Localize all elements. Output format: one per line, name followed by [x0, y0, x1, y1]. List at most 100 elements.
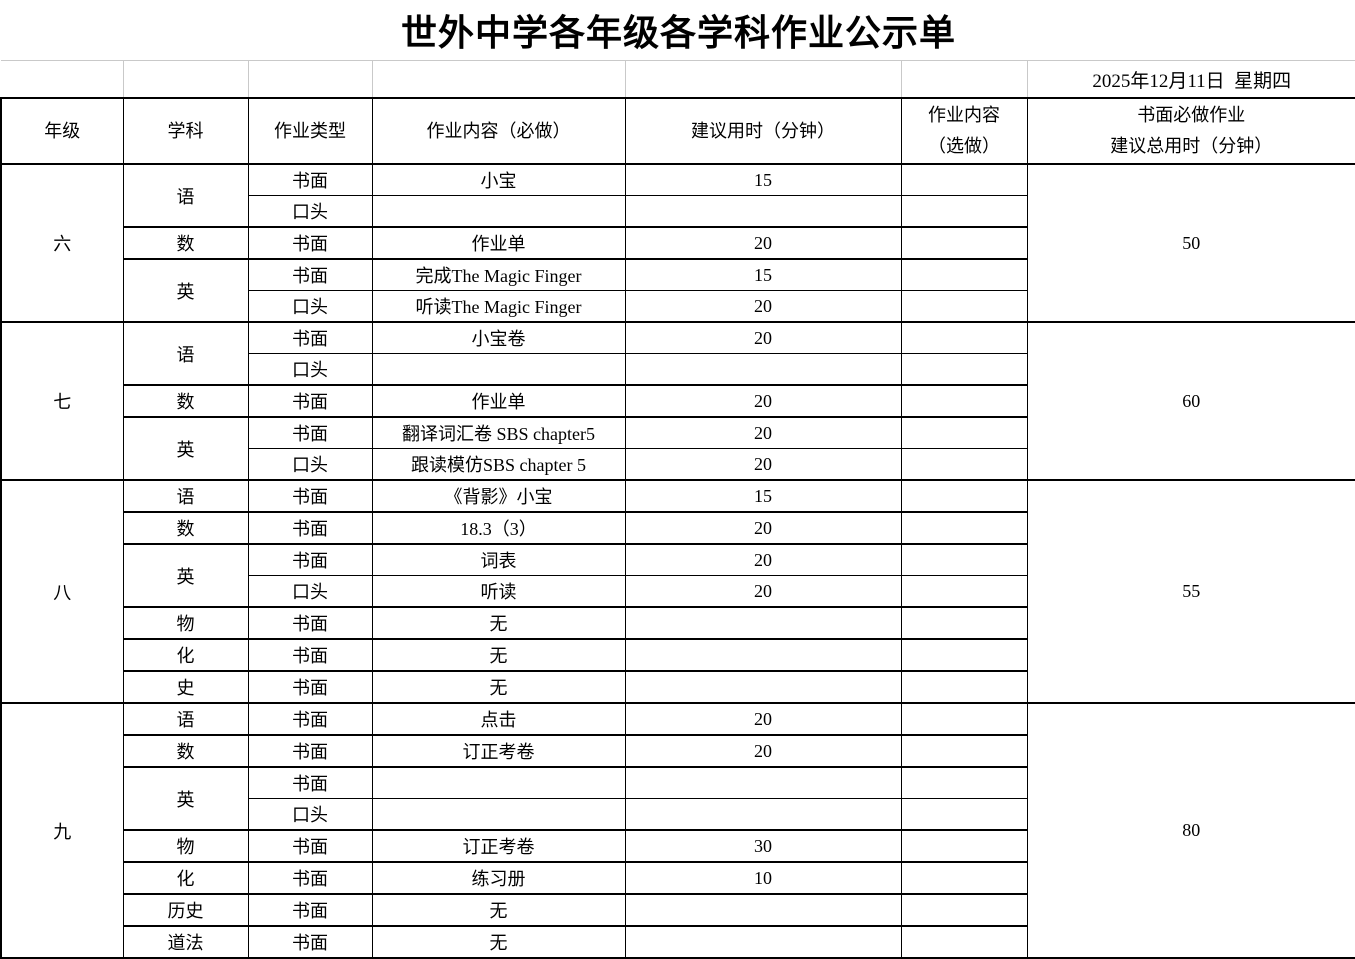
- time-cell: [625, 607, 901, 639]
- content-cell: 无: [372, 639, 625, 671]
- optional-cell: [901, 544, 1027, 576]
- type-cell: 书面: [248, 735, 372, 767]
- type-cell: 书面: [248, 544, 372, 576]
- subject-cell: 英: [123, 259, 248, 322]
- time-cell: 20: [625, 227, 901, 259]
- optional-cell: [901, 607, 1027, 639]
- subject-cell: 英: [123, 544, 248, 607]
- type-cell: 口头: [248, 291, 372, 323]
- content-cell: 无: [372, 607, 625, 639]
- grade-cell: 九: [1, 703, 123, 958]
- type-cell: 书面: [248, 830, 372, 862]
- subject-cell: 道法: [123, 926, 248, 958]
- subject-cell: 数: [123, 512, 248, 544]
- subject-cell: 化: [123, 862, 248, 894]
- content-cell: 词表: [372, 544, 625, 576]
- type-cell: 书面: [248, 322, 372, 354]
- content-cell: 点击: [372, 703, 625, 735]
- header-homework-type: 作业类型: [248, 98, 372, 164]
- header-content-optional-line2: （选做）: [902, 131, 1027, 162]
- date-row: 2025年12月11日 星期四: [1, 61, 1355, 99]
- time-cell: 20: [625, 735, 901, 767]
- time-cell: 10: [625, 862, 901, 894]
- type-cell: 口头: [248, 449, 372, 481]
- time-cell: [625, 926, 901, 958]
- optional-cell: [901, 322, 1027, 354]
- content-cell: 跟读模仿SBS chapter 5: [372, 449, 625, 481]
- optional-cell: [901, 894, 1027, 926]
- content-cell: [372, 196, 625, 228]
- time-cell: 15: [625, 164, 901, 196]
- subject-cell: 语: [123, 322, 248, 385]
- content-cell: 听读: [372, 576, 625, 608]
- type-cell: 书面: [248, 480, 372, 512]
- time-cell: 30: [625, 830, 901, 862]
- subject-cell: 数: [123, 385, 248, 417]
- time-cell: 20: [625, 291, 901, 323]
- content-cell: 作业单: [372, 227, 625, 259]
- content-cell: 作业单: [372, 385, 625, 417]
- header-row: 年级 学科 作业类型 作业内容（必做） 建议用时（分钟） 作业内容 （选做） 书…: [1, 98, 1355, 164]
- time-cell: 20: [625, 512, 901, 544]
- header-suggested-time: 建议用时（分钟）: [625, 98, 901, 164]
- content-cell: 订正考卷: [372, 830, 625, 862]
- optional-cell: [901, 259, 1027, 291]
- date-row-cell: [1, 61, 123, 99]
- optional-cell: [901, 926, 1027, 958]
- content-cell: 完成The Magic Finger: [372, 259, 625, 291]
- type-cell: 书面: [248, 164, 372, 196]
- total-cell: 60: [1027, 322, 1355, 480]
- type-cell: 书面: [248, 926, 372, 958]
- type-cell: 书面: [248, 703, 372, 735]
- time-cell: [625, 894, 901, 926]
- date-row-cell: [625, 61, 901, 99]
- content-cell: 无: [372, 894, 625, 926]
- type-cell: 书面: [248, 862, 372, 894]
- time-cell: [625, 196, 901, 228]
- optional-cell: [901, 703, 1027, 735]
- date-row-cell: [372, 61, 625, 99]
- optional-cell: [901, 196, 1027, 228]
- optional-cell: [901, 385, 1027, 417]
- time-cell: 20: [625, 417, 901, 449]
- grade-cell: 六: [1, 164, 123, 322]
- optional-cell: [901, 227, 1027, 259]
- content-cell: 听读The Magic Finger: [372, 291, 625, 323]
- optional-cell: [901, 671, 1027, 703]
- content-cell: 无: [372, 671, 625, 703]
- optional-cell: [901, 291, 1027, 323]
- total-cell: 50: [1027, 164, 1355, 322]
- page-title: 世外中学各年级各学科作业公示单: [1, 0, 1355, 61]
- optional-cell: [901, 512, 1027, 544]
- subject-cell: 数: [123, 227, 248, 259]
- optional-cell: [901, 799, 1027, 831]
- content-cell: 《背影》小宝: [372, 480, 625, 512]
- type-cell: 书面: [248, 512, 372, 544]
- type-cell: 口头: [248, 354, 372, 386]
- content-cell: 小宝: [372, 164, 625, 196]
- grade-cell: 七: [1, 322, 123, 480]
- type-cell: 书面: [248, 259, 372, 291]
- date-label: 2025年12月11日 星期四: [1027, 61, 1355, 99]
- optional-cell: [901, 830, 1027, 862]
- optional-cell: [901, 576, 1027, 608]
- subject-cell: 史: [123, 671, 248, 703]
- header-content-optional: 作业内容 （选做）: [901, 98, 1027, 164]
- table-row: 八 语 书面 《背影》小宝 15 55: [1, 480, 1355, 512]
- subject-cell: 英: [123, 767, 248, 830]
- content-cell: 练习册: [372, 862, 625, 894]
- time-cell: 15: [625, 480, 901, 512]
- date-row-cell: [123, 61, 248, 99]
- subject-cell: 物: [123, 830, 248, 862]
- content-cell: 无: [372, 926, 625, 958]
- content-cell: 18.3（3）: [372, 512, 625, 544]
- content-cell: [372, 354, 625, 386]
- time-cell: 20: [625, 385, 901, 417]
- time-cell: 20: [625, 703, 901, 735]
- subject-cell: 语: [123, 703, 248, 735]
- subject-cell: 语: [123, 480, 248, 512]
- optional-cell: [901, 735, 1027, 767]
- type-cell: 书面: [248, 607, 372, 639]
